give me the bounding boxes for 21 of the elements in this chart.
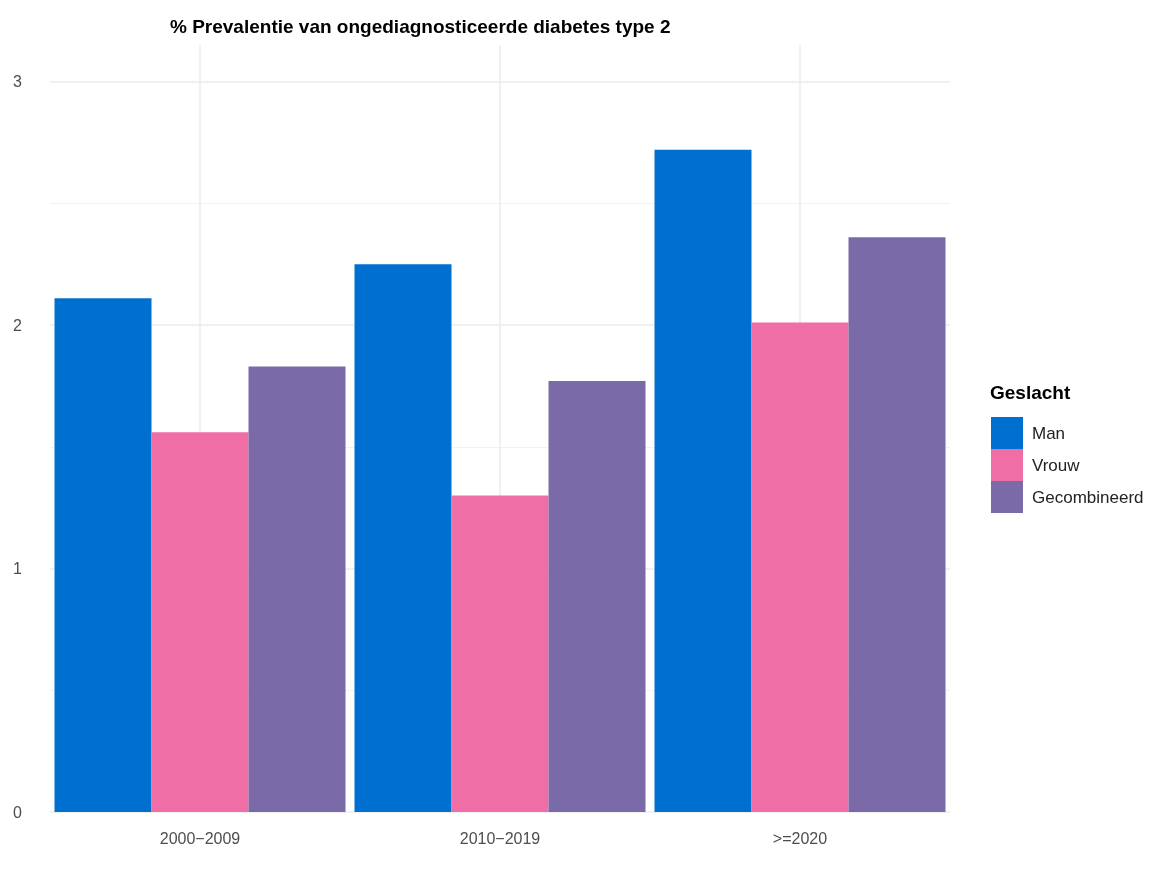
- bar: [54, 298, 152, 812]
- bar: [848, 237, 946, 812]
- y-tick-label: 1: [13, 560, 23, 578]
- legend-title: Geslacht: [990, 382, 1071, 403]
- bar: [248, 366, 346, 812]
- bar: [751, 322, 849, 812]
- x-tick-label: 2010−2019: [459, 829, 541, 847]
- legend-label: Man: [1032, 423, 1066, 443]
- bar: [548, 381, 646, 812]
- legend-label: Vrouw: [1032, 455, 1081, 475]
- y-tick-label: 0: [13, 803, 23, 821]
- chart-title: % Prevalentie van ongediagnosticeerde diabetes type 2: [170, 16, 671, 37]
- bar: [151, 432, 249, 812]
- bar: [354, 264, 452, 812]
- y-tick-label: 2: [13, 316, 23, 334]
- x-tick-label: 2000−2009: [159, 829, 241, 847]
- bar: [451, 495, 549, 812]
- bar: [654, 149, 752, 812]
- legend-label: Gecombineerd: [1032, 487, 1144, 507]
- x-tick-label: >=2020: [772, 829, 828, 847]
- y-tick-label: 3: [13, 73, 23, 91]
